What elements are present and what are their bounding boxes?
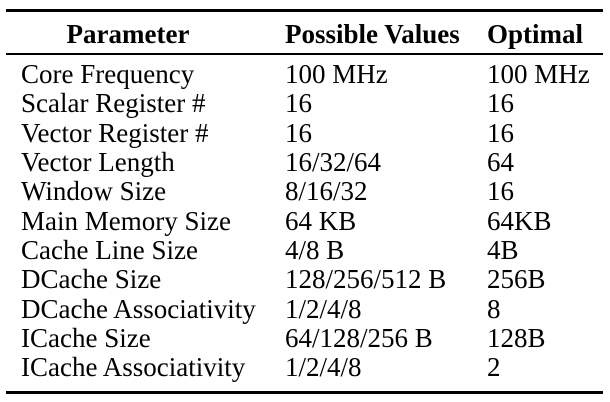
cell-optimal: 4B (487, 235, 519, 266)
table-row: ICache Size 64/128/256 B 128B (0, 323, 610, 354)
cell-possible-values: 100 MHz (285, 59, 388, 89)
cell-optimal: 256B (487, 264, 546, 295)
cell-possible-values: 4/8 B (285, 235, 345, 266)
cell-possible-values: 64 KB (285, 205, 357, 236)
cell-parameter: Vector Length (21, 147, 175, 178)
cell-parameter: Vector Register # (21, 117, 209, 148)
cell-optimal: 16 (487, 117, 514, 148)
bottom-rule (6, 391, 603, 394)
table-row: DCache Size 128/256/512 B 256B (0, 264, 610, 295)
column-header-optimal: Optimal (487, 19, 584, 49)
cell-parameter: DCache Size (21, 264, 162, 295)
table-body: Core Frequency 100 MHz 100 MHz Scalar Re… (0, 59, 610, 383)
table-row: Window Size 8/16/32 16 (0, 176, 610, 207)
cell-optimal: 16 (487, 176, 514, 207)
cell-optimal: 64KB (487, 205, 552, 236)
cell-parameter: Main Memory Size (21, 205, 231, 236)
table-row: Vector Register # 16 16 (0, 117, 610, 148)
table-row: ICache Associativity 1/2/4/8 2 (0, 352, 610, 383)
table-row: Vector Length 16/32/64 64 (0, 147, 610, 178)
cell-optimal: 2 (487, 352, 501, 383)
cell-possible-values: 1/2/4/8 (285, 352, 362, 383)
cell-parameter: ICache Associativity (21, 352, 246, 383)
cell-optimal: 16 (487, 88, 514, 119)
column-header-parameter: Parameter (66, 19, 190, 49)
cell-possible-values: 64/128/256 B (285, 323, 433, 354)
cell-possible-values: 16/32/64 (285, 147, 382, 178)
cell-parameter: ICache Size (21, 323, 151, 354)
cell-possible-values: 16 (285, 88, 312, 119)
cell-optimal: 100 MHz (487, 59, 590, 89)
top-rule (6, 9, 603, 12)
cell-possible-values: 1/2/4/8 (285, 293, 362, 324)
cell-possible-values: 8/16/32 (285, 176, 368, 207)
table-row: Core Frequency 100 MHz 100 MHz (0, 59, 610, 89)
cell-optimal: 64 (487, 147, 514, 178)
cell-parameter: Cache Line Size (21, 235, 198, 266)
cell-possible-values: 16 (285, 117, 312, 148)
header-rule (6, 53, 603, 55)
cell-parameter: Window Size (21, 176, 167, 207)
cell-parameter: DCache Associativity (21, 293, 256, 324)
table-row: Cache Line Size 4/8 B 4B (0, 235, 610, 266)
cell-parameter: Scalar Register # (21, 88, 206, 119)
table-header-row: Parameter Possible Values Optimal (0, 16, 610, 52)
cell-possible-values: 128/256/512 B (285, 264, 447, 295)
table-row: Main Memory Size 64 KB 64KB (0, 205, 610, 236)
column-header-possible-values: Possible Values (285, 19, 460, 49)
table-row: DCache Associativity 1/2/4/8 8 (0, 293, 610, 324)
cell-parameter: Core Frequency (21, 59, 195, 89)
cell-optimal: 8 (487, 293, 501, 324)
table-row: Scalar Register # 16 16 (0, 88, 610, 119)
cell-optimal: 128B (487, 323, 546, 354)
